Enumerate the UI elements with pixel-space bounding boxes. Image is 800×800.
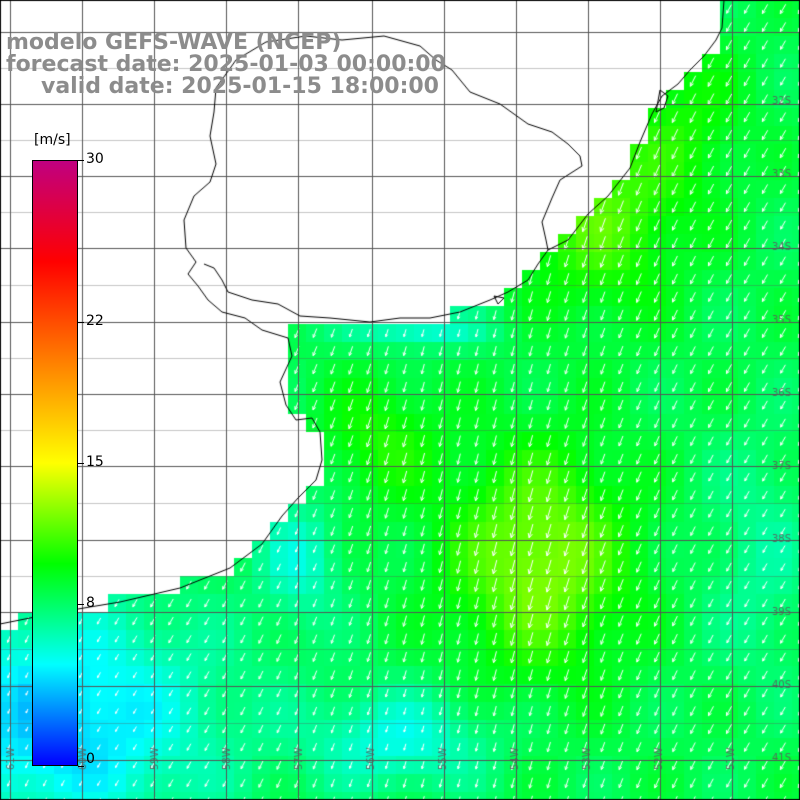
colorbar-tick-mark [78,604,84,606]
colorbar-tick-mark [78,160,84,161]
colorbar-tick-mark [78,766,84,767]
colorbar [32,160,78,766]
colorbar-tick-mark [78,463,84,464]
colorbar-tick-label: 15 [86,454,104,470]
colorbar-tick-mark [78,321,84,323]
model-title: modelo GEFS-WAVE (NCEP) [6,30,342,55]
colorbar-tick-label: 22 [86,312,104,329]
colorbar-tick-label: 0 [86,751,95,767]
colorbar-unit: [m/s] [34,132,71,148]
forecast-date: forecast date: 2025-01-03 00:00:00 [6,52,446,77]
colorbar-tick-label: 30 [86,151,104,167]
valid-date: valid date: 2025-01-15 18:00:00 [41,74,439,99]
colorbar-tick-label: 8 [86,595,95,612]
